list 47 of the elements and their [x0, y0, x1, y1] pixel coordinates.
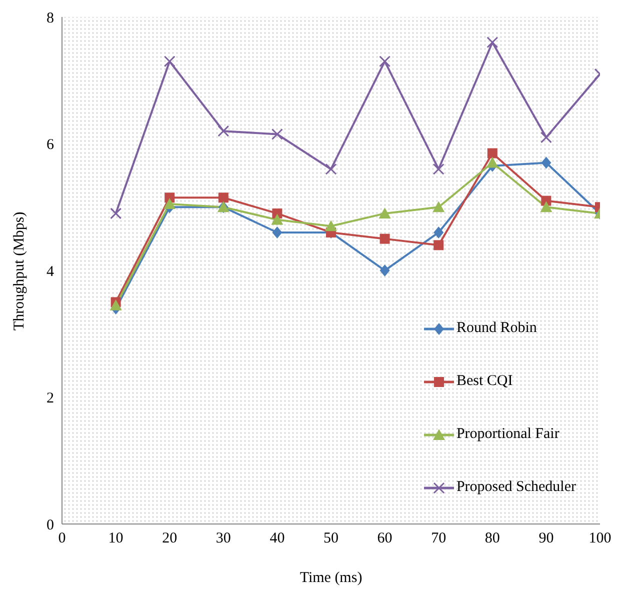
x-tick-label: 70	[431, 530, 446, 547]
x-tick-label: 90	[538, 530, 554, 547]
point	[325, 220, 337, 232]
point	[378, 207, 391, 218]
legend-label: Proportional Fair	[456, 426, 560, 443]
x-tick-label: 10	[108, 530, 124, 547]
point	[272, 226, 282, 238]
point	[380, 264, 390, 276]
point	[486, 156, 498, 168]
y-tick-label: 4	[46, 264, 54, 280]
point	[486, 36, 498, 48]
y-tick-label: 6	[46, 137, 54, 154]
point	[110, 299, 122, 310]
x-axis-title: Time (ms)	[300, 570, 362, 586]
point	[271, 214, 284, 225]
point	[434, 240, 444, 250]
x-tick-label: 80	[484, 530, 500, 547]
point	[432, 163, 444, 175]
legend-label: Round Robin	[456, 320, 537, 337]
x-tick-label: 20	[162, 530, 178, 547]
point	[218, 125, 230, 137]
point	[487, 148, 498, 158]
point	[540, 132, 552, 144]
y-tick-label: 8	[46, 10, 54, 26]
x-tick-label: 30	[216, 530, 231, 547]
y-axis-title: Throughput (Mbps)	[11, 212, 28, 330]
point	[271, 128, 283, 140]
x-tick-label: 100	[588, 530, 612, 547]
legend-label: Proposed Scheduler	[456, 479, 576, 496]
x-tick-label: 50	[324, 530, 338, 547]
point	[540, 201, 552, 212]
x-tick-label: 0	[58, 530, 66, 547]
point	[380, 234, 390, 244]
legend-label: Best CQI	[456, 373, 513, 390]
y-tick-label: 2	[46, 390, 54, 407]
point	[164, 56, 176, 68]
point	[325, 163, 337, 175]
point	[432, 201, 445, 212]
point	[434, 226, 444, 238]
point	[218, 192, 228, 203]
point	[164, 198, 176, 209]
point	[379, 56, 391, 68]
point	[110, 208, 122, 220]
y-tick-label: 0	[46, 517, 54, 534]
x-tick-label: 40	[270, 530, 285, 547]
point	[541, 156, 552, 169]
x-tick-label: 60	[377, 530, 392, 547]
